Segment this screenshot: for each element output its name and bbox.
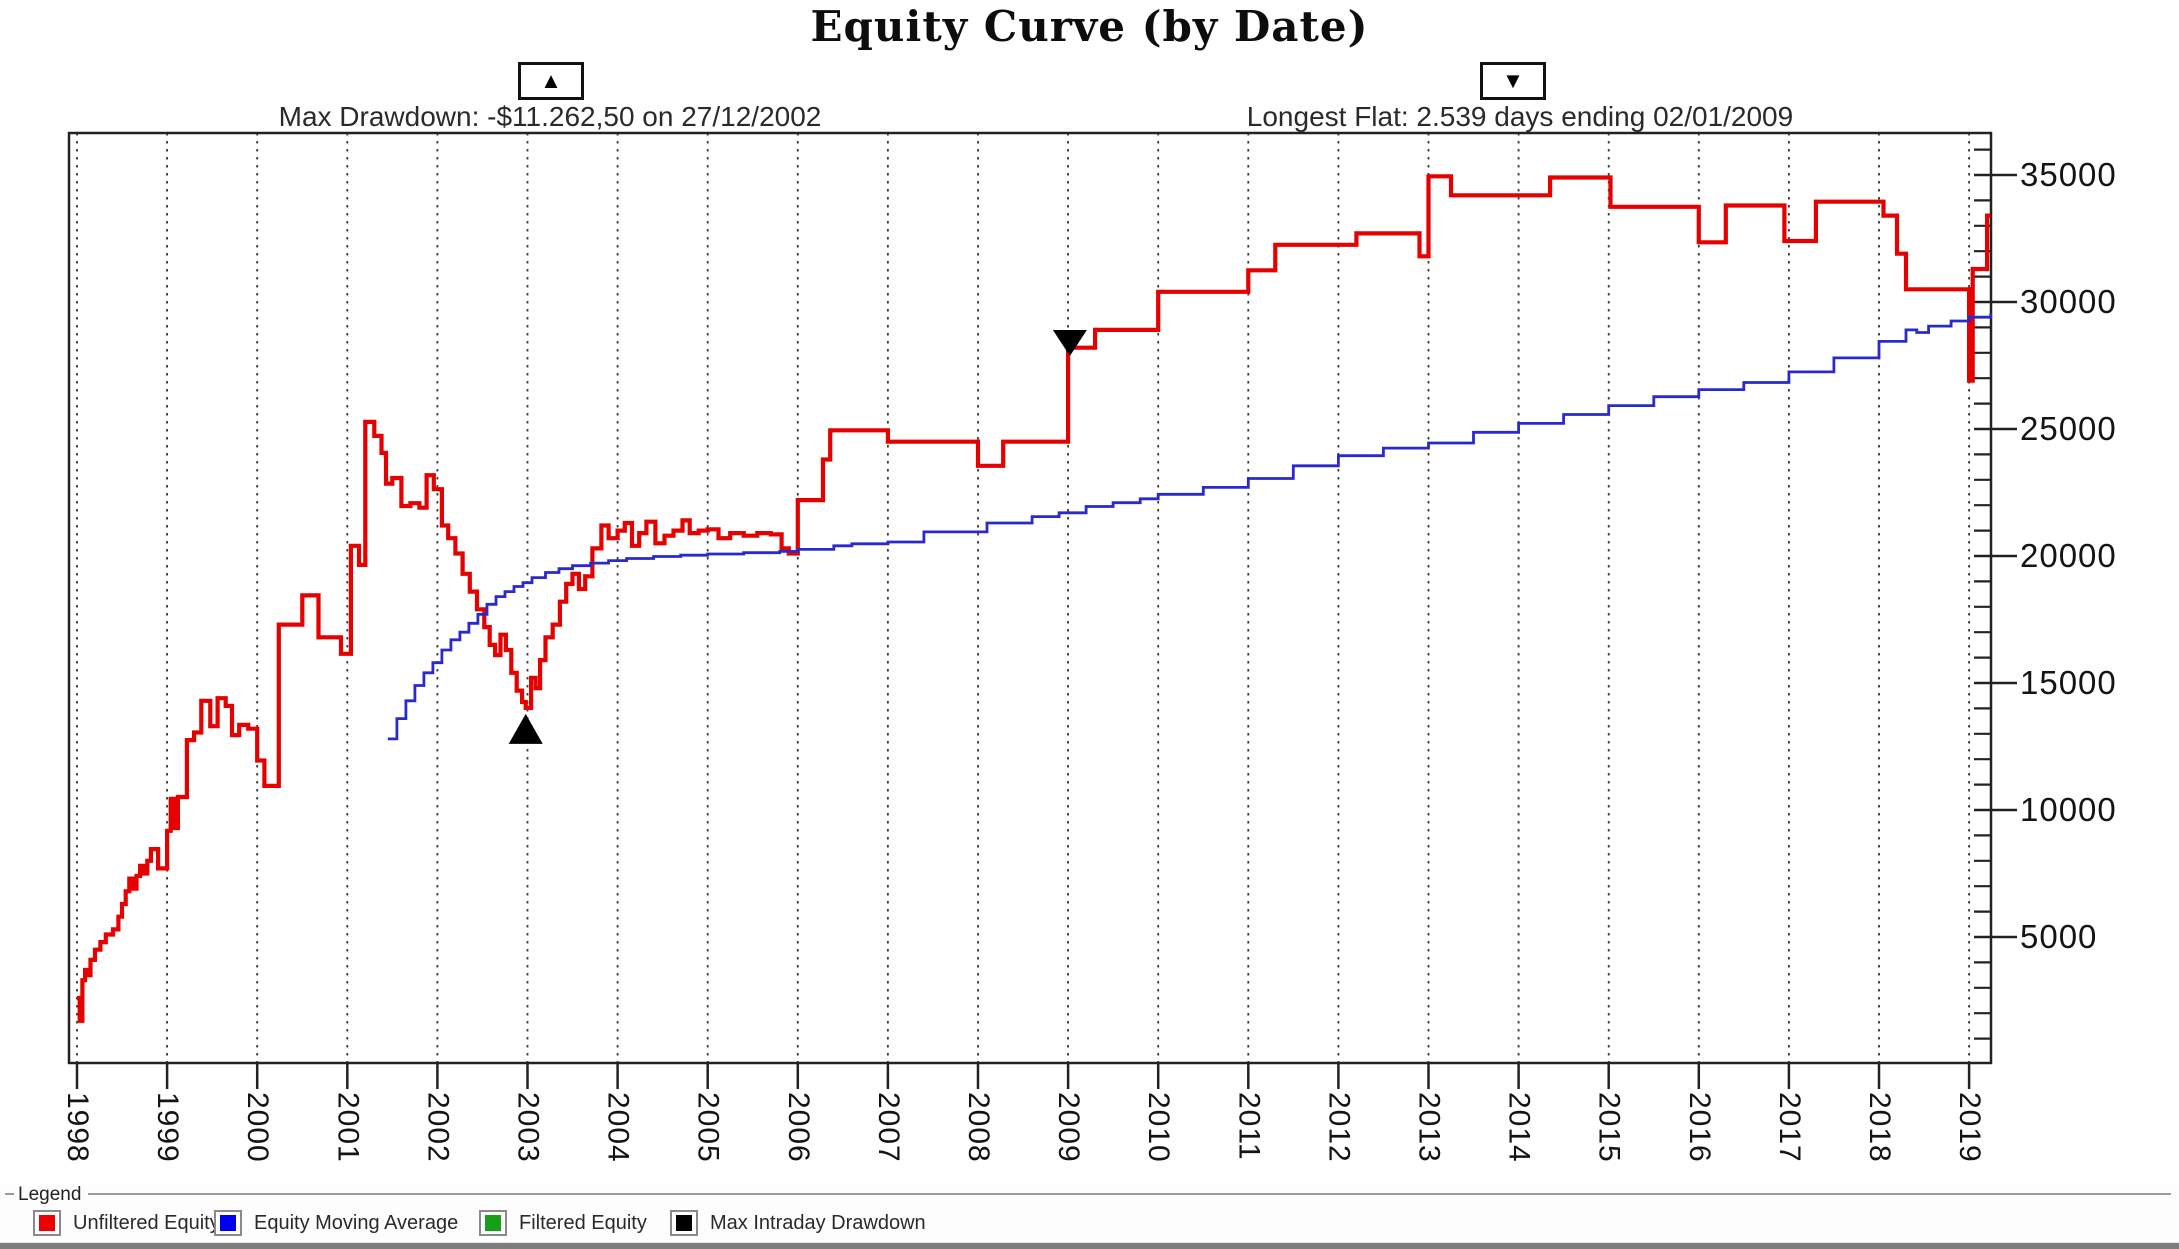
x-axis-label-2018: 2018 xyxy=(1863,1092,1896,1163)
legend-border-line xyxy=(88,1193,2171,1196)
x-axis-label-2013: 2013 xyxy=(1412,1092,1446,1163)
series-unfiltered-equity xyxy=(77,174,1991,1023)
x-axis-label-2002: 2002 xyxy=(421,1092,455,1163)
triangle-down-icon: ▼ xyxy=(1502,68,1524,93)
x-axis-label-1999: 1999 xyxy=(151,1092,185,1163)
longest-flat-annotation: Longest Flat: 2.539 days ending 02/01/20… xyxy=(1246,101,1794,132)
max-drawdown-annotation: Max Drawdown: -$11.262,50 on 27/12/2002 xyxy=(278,101,822,132)
legend-swatch-icon xyxy=(479,1210,507,1236)
max-drawdown-marker xyxy=(508,713,543,744)
legend-panel: Legend Unfiltered Equity Equity Moving Av… xyxy=(0,1184,2179,1249)
x-axis-label-2019: 2019 xyxy=(1953,1092,1987,1163)
x-axis-label-2011: 2011 xyxy=(1232,1092,1266,1161)
legend-caption: Legend xyxy=(18,1184,82,1205)
legend-swatch-color xyxy=(220,1215,236,1231)
x-axis-label-2010: 2010 xyxy=(1142,1092,1176,1163)
x-axis-label-2004: 2004 xyxy=(601,1092,635,1163)
x-axis-label-2000: 2000 xyxy=(241,1092,275,1163)
x-axis-label-2012: 2012 xyxy=(1322,1092,1356,1163)
window-bottom-edge xyxy=(0,1242,2179,1249)
y-axis-label-15000: 15000 xyxy=(2020,664,2117,701)
legend-item-label: Max Intraday Drawdown xyxy=(710,1211,926,1234)
y-axis-label-30000: 30000 xyxy=(2020,283,2117,320)
x-axis-label-1998: 1998 xyxy=(61,1092,94,1163)
triangle-up-icon: ▲ xyxy=(540,68,562,93)
legend-item-label: Equity Moving Average xyxy=(254,1211,459,1234)
chart-title: Equity Curve (by Date) xyxy=(810,2,1369,51)
x-axis-label-2007: 2007 xyxy=(871,1092,905,1163)
series-equity-moving-average xyxy=(387,313,1993,741)
longest-flat-marker xyxy=(1052,329,1087,356)
longest-flat-flag-icon[interactable]: ▼ xyxy=(1480,62,1546,100)
legend-swatch-color xyxy=(676,1215,692,1231)
legend-item-max-intraday-drawdown: Max Intraday Drawdown xyxy=(670,1206,926,1240)
y-axis-label-35000: 35000 xyxy=(2020,156,2117,193)
x-axis-label-2016: 2016 xyxy=(1682,1092,1716,1163)
y-axis-label-20000: 20000 xyxy=(2020,537,2117,574)
legend-item-equity-moving-average: Equity Moving Average xyxy=(214,1206,458,1240)
legend-item-label: Unfiltered Equity xyxy=(73,1211,220,1234)
legend-border-line xyxy=(5,1193,14,1196)
plot-border xyxy=(67,131,1993,1065)
max-drawdown-flag-icon[interactable]: ▲ xyxy=(518,62,584,100)
legend-swatch-color xyxy=(485,1215,501,1231)
x-axis-label-2017: 2017 xyxy=(1772,1092,1806,1163)
x-axis-label-2015: 2015 xyxy=(1592,1092,1626,1163)
x-axis-label-2014: 2014 xyxy=(1502,1092,1536,1163)
legend-swatch-icon xyxy=(214,1210,242,1236)
y-axis-label-10000: 10000 xyxy=(2020,791,2117,828)
y-axis-label-5000: 5000 xyxy=(2020,918,2098,955)
x-axis-label-2005: 2005 xyxy=(691,1092,725,1163)
x-axis-label-2006: 2006 xyxy=(781,1092,815,1163)
x-axis-label-2008: 2008 xyxy=(962,1092,995,1163)
legend-swatch-color xyxy=(39,1215,55,1231)
legend-swatch-icon xyxy=(670,1210,698,1236)
y-axis-label-25000: 25000 xyxy=(2020,410,2117,447)
x-axis-label-2003: 2003 xyxy=(511,1092,545,1163)
legend-item-unfiltered-equity: Unfiltered Equity xyxy=(33,1206,220,1240)
legend-item-filtered-equity: Filtered Equity xyxy=(479,1206,647,1240)
legend-swatch-icon xyxy=(33,1210,61,1236)
x-axis-label-2001: 2001 xyxy=(331,1092,365,1163)
legend-item-label: Filtered Equity xyxy=(519,1211,647,1234)
x-axis-label-2009: 2009 xyxy=(1052,1092,1086,1163)
